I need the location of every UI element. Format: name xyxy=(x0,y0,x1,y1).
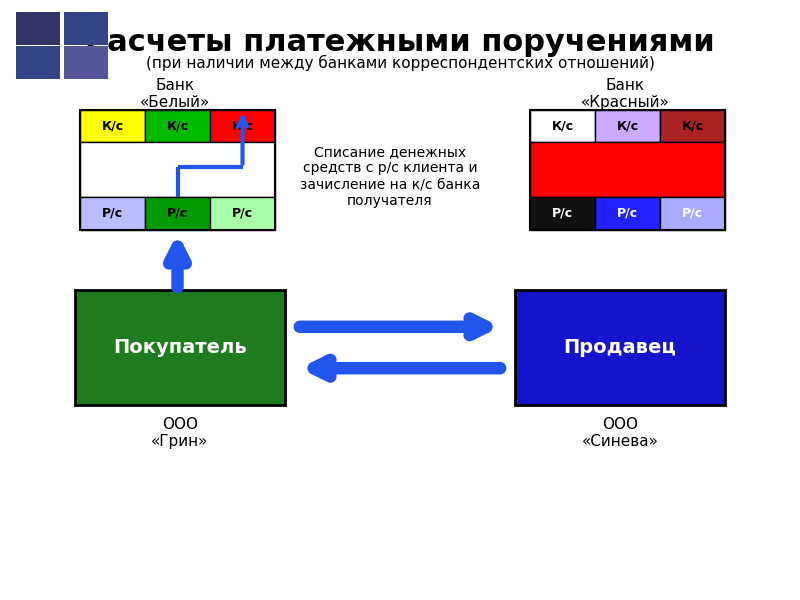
Text: К/с: К/с xyxy=(102,119,123,133)
Text: Банк
«Белый»: Банк «Белый» xyxy=(140,78,210,110)
Bar xyxy=(530,110,725,230)
Text: К/с: К/с xyxy=(617,119,638,133)
Text: Р/с: Р/с xyxy=(552,207,573,220)
Bar xyxy=(145,110,210,142)
Bar xyxy=(595,197,660,230)
Text: ООО
«Синева»: ООО «Синева» xyxy=(582,417,658,449)
Bar xyxy=(595,110,660,142)
Text: Продавец: Продавец xyxy=(563,338,677,357)
Text: К/с: К/с xyxy=(551,119,574,133)
Text: К/с: К/с xyxy=(231,119,254,133)
Bar xyxy=(660,110,725,142)
Bar xyxy=(515,290,725,405)
Text: Р/с: Р/с xyxy=(167,207,188,220)
Bar xyxy=(80,110,275,230)
Bar xyxy=(530,197,595,230)
Text: Р/с: Р/с xyxy=(232,207,253,220)
Bar xyxy=(75,290,285,405)
Text: Р/с: Р/с xyxy=(682,207,703,220)
Text: ООО
«Грин»: ООО «Грин» xyxy=(151,417,209,449)
Text: Расчеты платежными поручениями: Расчеты платежными поручениями xyxy=(85,28,715,57)
Bar xyxy=(530,142,725,197)
Bar xyxy=(80,110,145,142)
Bar xyxy=(660,197,725,230)
Text: Банк
«Красный»: Банк «Красный» xyxy=(581,78,670,110)
Text: К/с: К/с xyxy=(682,119,703,133)
Bar xyxy=(210,110,275,142)
Text: (при наличии между банками корреспондентских отношений): (при наличии между банками корреспондент… xyxy=(146,55,654,71)
Bar xyxy=(80,142,275,197)
Bar xyxy=(145,197,210,230)
Text: Списание денежных
средств с р/с клиента и
зачисление на к/с банка
получателя: Списание денежных средств с р/с клиента … xyxy=(300,145,480,208)
Bar xyxy=(80,197,145,230)
Text: Р/с: Р/с xyxy=(617,207,638,220)
Bar xyxy=(530,110,595,142)
Text: Р/с: Р/с xyxy=(102,207,123,220)
Bar xyxy=(210,197,275,230)
Text: Покупатель: Покупатель xyxy=(113,338,247,357)
Text: К/с: К/с xyxy=(166,119,189,133)
